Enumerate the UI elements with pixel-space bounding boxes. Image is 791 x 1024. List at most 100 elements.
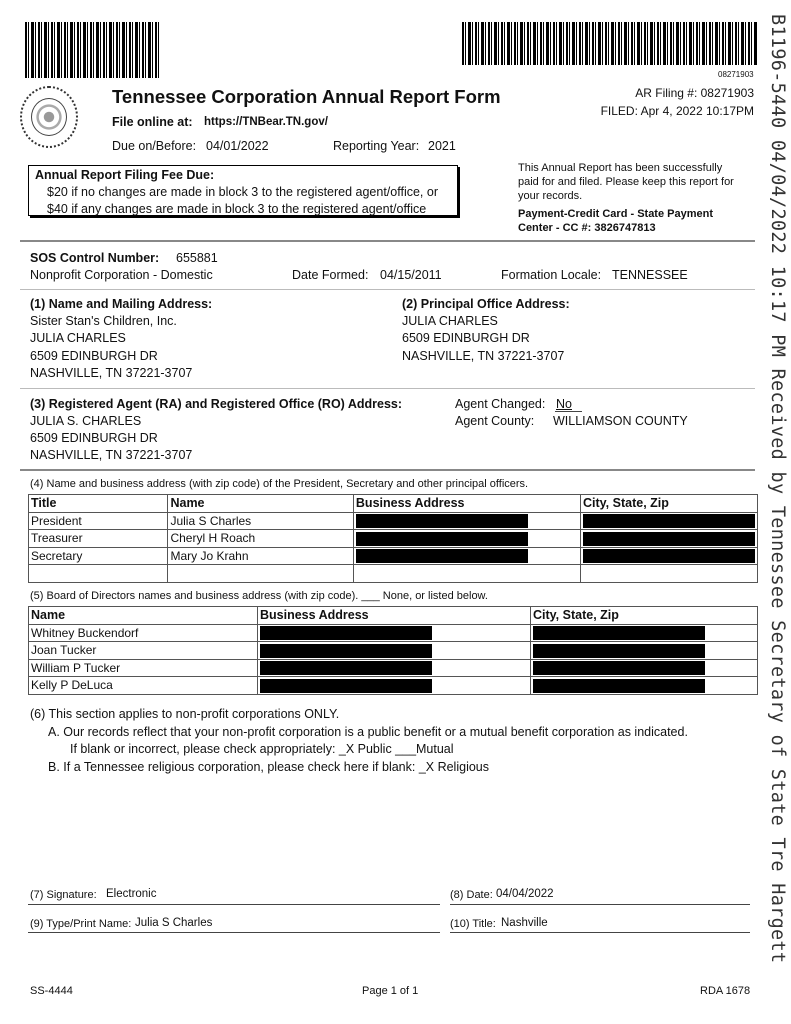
officer-title: Secretary (27, 546, 169, 565)
signature-label: (7) Signature: (30, 889, 97, 901)
file-online-label: File online at: (112, 115, 193, 129)
sos-label: SOS Control Number: (30, 251, 160, 265)
signature-line (28, 904, 440, 905)
mailing-line: Sister Stan's Children, Inc. (30, 314, 177, 328)
agent-county: WILLIAMSON COUNTY (553, 414, 688, 428)
redaction (355, 514, 528, 529)
table-row: Treasurer Cheryl H Roach (27, 529, 758, 548)
redaction (260, 661, 432, 676)
locale: TENNESSEE (612, 268, 688, 282)
redaction (260, 678, 432, 693)
address-cell (352, 546, 582, 565)
officer-title: Treasurer (27, 529, 169, 548)
table-row: Kelly P DeLuca (28, 676, 758, 695)
divider (20, 388, 755, 389)
agent-line: JULIA S. CHARLES (30, 414, 142, 428)
sos-number: 655881 (176, 251, 218, 265)
table-row: Joan Tucker (28, 641, 758, 660)
table-row: Whitney Buckendorf (28, 623, 758, 642)
table-row: William P Tucker (28, 658, 758, 677)
fee-title: Annual Report Filing Fee Due: (35, 168, 215, 182)
received-stamp: B1196-5440 04/04/2022 10:17 PM Received … (767, 14, 788, 964)
redaction (583, 531, 755, 546)
due-label: Due on/Before: (112, 139, 197, 153)
divider (20, 469, 755, 471)
director-name: William P Tucker (28, 658, 258, 677)
agent-line: 6509 EDINBURGH DR (30, 431, 158, 445)
officers-table: Title Name Business Address City, State,… (27, 494, 758, 583)
redaction (583, 514, 755, 529)
redaction (533, 661, 705, 676)
agent-changed-label: Agent Changed: (455, 397, 546, 411)
section-6-a-check: If blank or incorrect, please check appr… (70, 742, 454, 756)
state-seal-logo (20, 86, 78, 148)
director-name: Kelly P DeLuca (28, 676, 258, 695)
date-label: (8) Date: (450, 889, 493, 901)
file-online-link[interactable]: https://TNBear.TN.gov/ (204, 116, 328, 128)
director-name: Joan Tucker (28, 641, 258, 660)
header-name: Name (28, 606, 258, 625)
section-1-title: (1) Name and Mailing Address: (30, 297, 213, 311)
principal-line: JULIA CHARLES (402, 314, 498, 328)
city-cell (580, 511, 758, 530)
director-name: Whitney Buckendorf (28, 623, 258, 642)
table-row: President Julia S Charles (27, 511, 758, 530)
ar-filing-number: AR Filing #: 08271903 (635, 86, 754, 100)
payment-line-3: your records. (518, 190, 583, 202)
title-value: Nashville (501, 917, 548, 929)
principal-line: NASHVILLE, TN 37221-3707 (402, 349, 565, 363)
name-line (28, 932, 440, 933)
table-header-row: Name Business Address City, State, Zip (28, 606, 758, 625)
due-date: 04/01/2022 (206, 139, 269, 153)
header-title: Title (27, 494, 169, 513)
print-name-value: Julia S Charles (135, 917, 213, 929)
table-row: Secretary Mary Jo Krahn (27, 546, 758, 565)
section-6-b: B. If a Tennessee religious corporation,… (48, 760, 489, 774)
header-address: Business Address (352, 494, 582, 513)
corporation-type: Nonprofit Corporation - Domestic (30, 268, 213, 282)
redaction (533, 678, 705, 693)
redaction (533, 626, 705, 641)
page-number: Page 1 of 1 (362, 985, 419, 997)
filing-fee-box (28, 165, 458, 216)
directors-table: Name Business Address City, State, Zip W… (28, 606, 758, 695)
principal-line: 6509 EDINBURGH DR (402, 331, 530, 345)
header-city: City, State, Zip (580, 494, 758, 513)
redaction (260, 626, 432, 641)
payment-line-2: paid for and filed. Please keep this rep… (518, 176, 734, 188)
locale-label: Formation Locale: (501, 268, 602, 282)
rda-number: RDA 1678 (700, 985, 751, 997)
reporting-year-label: Reporting Year: (333, 139, 420, 153)
date-line (450, 904, 750, 905)
mailing-line: 6509 EDINBURGH DR (30, 349, 158, 363)
barcode-right (462, 22, 757, 65)
address-cell (352, 511, 582, 530)
section-2-title: (2) Principal Office Address: (402, 297, 570, 311)
filed-date: FILED: Apr 4, 2022 10:17PM (600, 104, 754, 118)
redaction (355, 549, 528, 564)
redaction (533, 643, 705, 658)
barcode-left (25, 22, 160, 78)
officer-name: Mary Jo Krahn (167, 546, 354, 565)
redaction (260, 643, 432, 658)
divider (20, 240, 755, 242)
agent-changed-value: No (556, 397, 572, 411)
title-label: (10) Title: (450, 918, 496, 930)
print-name-label: (9) Type/Print Name: (30, 918, 132, 930)
officer-name: Cheryl H Roach (167, 529, 354, 548)
payment-line-1: This Annual Report has been successfully (518, 162, 723, 174)
barcode-number: 08271903 (718, 70, 754, 79)
date-formed: 04/15/2011 (380, 268, 442, 282)
reporting-year: 2021 (428, 139, 456, 153)
officer-name: Julia S Charles (167, 511, 354, 530)
fee-line-2: $40 if any changes are made in block 3 t… (47, 202, 427, 216)
address-cell (352, 529, 582, 548)
form-number: SS-4444 (30, 985, 73, 997)
officer-title: President (27, 511, 169, 530)
agent-county-label: Agent County: (455, 414, 535, 428)
table-header-row: Title Name Business Address City, State,… (27, 494, 758, 513)
section-6-a: A. Our records reflect that your non-pro… (48, 725, 688, 739)
city-cell (580, 529, 758, 548)
mailing-line: NASHVILLE, TN 37221-3707 (30, 366, 193, 380)
agent-line: NASHVILLE, TN 37221-3707 (30, 448, 193, 462)
